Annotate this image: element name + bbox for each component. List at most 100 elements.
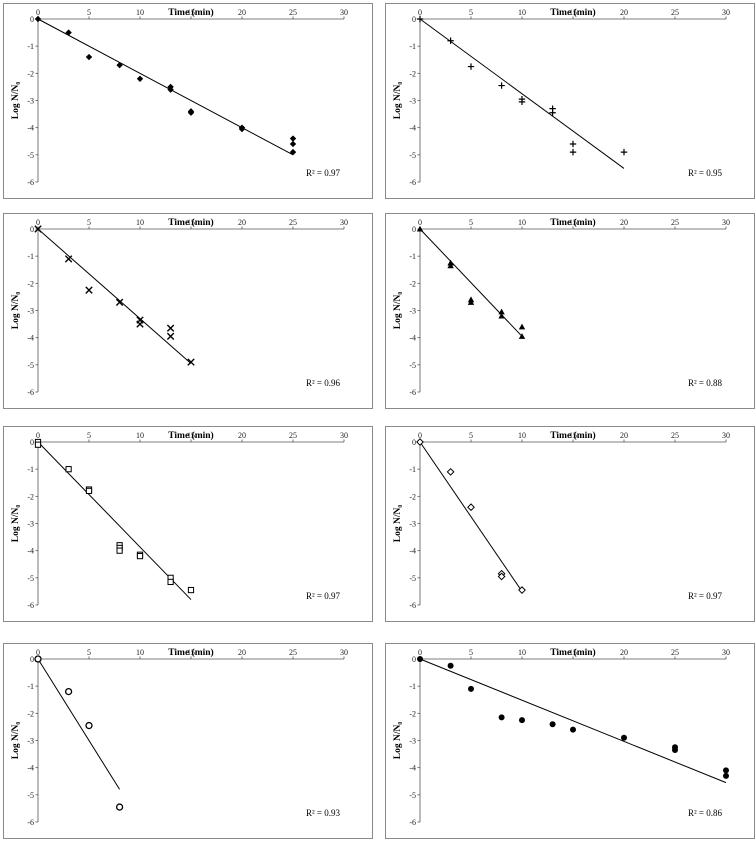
- y-axis-title: Log N/N₀: [393, 292, 403, 330]
- trendline: [37, 18, 294, 156]
- data-point: [34, 441, 42, 448]
- chart-svg: 0 5 10 15 20 25 30 0 -1 -2 -3 -4 -5 -6 Time (min) Log N…: [11, 430, 348, 610]
- y-tick-label: -1: [409, 252, 416, 261]
- y-tick-label: -5: [27, 791, 34, 800]
- x-axis-title: Time (min): [550, 7, 595, 18]
- y-tick-label: -5: [27, 151, 34, 160]
- data-point: [64, 687, 73, 696]
- x-tick-label: 15: [569, 8, 577, 17]
- x-tick-label: 20: [238, 431, 246, 440]
- chart-panel-7: 0 5 10 15 20 25 30 0 -1 -2 -3 -4 -5 -6 Time (min) Log N…: [3, 643, 373, 839]
- y-tick-label: -4: [409, 124, 416, 133]
- y-axis-title: Log N/N₀: [393, 505, 403, 543]
- x-axis-title: Time (min): [550, 647, 595, 658]
- data-point: [34, 655, 42, 663]
- y-axis-title: Log N/N₀: [11, 505, 21, 543]
- data-point: [672, 747, 678, 754]
- y-tick-label: -6: [27, 818, 34, 827]
- y-tick-label: -1: [27, 42, 34, 51]
- x-tick-label: 5: [87, 431, 91, 440]
- x-tick-label: 10: [136, 8, 144, 17]
- y-tick-label: -6: [409, 818, 416, 827]
- y-tick-label: -6: [409, 388, 416, 397]
- chart-panel-4: 0 5 10 15 20 25 30 0 -1 -2 -3 -4 -5 -6 Time (min) Log N…: [385, 213, 755, 409]
- y-tick-label: -3: [409, 737, 416, 746]
- data-point: [289, 140, 297, 148]
- r-squared-label: R² = 0.97: [688, 591, 723, 601]
- x-tick-label: 15: [569, 431, 577, 440]
- y-tick-label: -3: [27, 307, 34, 316]
- y-tick-label: -4: [27, 124, 34, 133]
- y-tick-label: -4: [409, 334, 416, 343]
- y-tick-label: 0: [30, 15, 34, 24]
- x-tick-label: 5: [87, 8, 91, 17]
- data-point: [467, 299, 475, 305]
- data-point: [549, 721, 556, 728]
- data-point: [498, 308, 505, 315]
- data-point: [518, 586, 526, 594]
- x-tick-label: 30: [340, 8, 348, 17]
- chart-panel-2: 0 5 10 15 20 25 30 0 -1 -2 -3 -4 -5 -6 Time (min) Log N…: [385, 3, 755, 199]
- data-point: [166, 324, 175, 332]
- data-point: [116, 61, 123, 69]
- data-point: [416, 225, 424, 232]
- x-tick-label: 20: [620, 218, 628, 227]
- x-tick-label: 5: [469, 431, 473, 440]
- x-tick-label: 30: [340, 431, 348, 440]
- data-point: [85, 487, 93, 494]
- y-tick-label: -2: [27, 69, 34, 78]
- x-tick-label: 30: [340, 648, 348, 657]
- chart-panel-8: 0 5 10 15 20 25 30 0 -1 -2 -3 -4 -5 -6 Time (min) Log N…: [385, 643, 755, 839]
- x-tick-label: 0: [418, 648, 422, 657]
- data-point: [85, 53, 93, 61]
- x-tick-label: 0: [36, 218, 40, 227]
- data-point: [166, 332, 175, 341]
- x-tick-label: 30: [340, 218, 348, 227]
- x-axis-title: Time (min): [168, 217, 213, 228]
- x-tick-label: 20: [238, 8, 246, 17]
- data-point: [518, 98, 526, 106]
- y-tick-label: 0: [30, 438, 34, 447]
- y-axis-title: Log N/N₀: [11, 722, 21, 760]
- y-tick-label: -2: [27, 279, 34, 288]
- trendline: [419, 658, 727, 784]
- data-point: [549, 109, 556, 116]
- x-tick-label: 0: [36, 648, 40, 657]
- y-tick-label: -5: [409, 574, 416, 583]
- chart-svg: 0 5 10 15 20 25 30 0 -1 -2 -3 -4 -5 -6 Time (min) Log N…: [393, 7, 730, 187]
- data-point: [167, 86, 174, 93]
- x-tick-label: 5: [87, 218, 91, 227]
- y-tick-label: -6: [27, 388, 34, 397]
- data-point: [498, 312, 505, 319]
- x-tick-label: 0: [418, 431, 422, 440]
- x-tick-label: 25: [289, 218, 297, 227]
- data-point: [447, 262, 454, 269]
- data-point: [498, 714, 505, 721]
- x-tick-label: 15: [187, 648, 195, 657]
- x-tick-label: 20: [620, 431, 628, 440]
- data-point: [34, 15, 42, 23]
- x-tick-label: 30: [722, 431, 730, 440]
- chart-svg: 0 5 10 15 20 25 30 0 -1 -2 -3 -4 -5 -6 Time (min) Log N…: [393, 430, 730, 610]
- data-point: [498, 82, 505, 89]
- y-tick-label: -5: [409, 361, 416, 370]
- data-point: [416, 438, 424, 446]
- y-tick-label: -2: [409, 492, 416, 501]
- x-tick-label: 0: [36, 8, 40, 17]
- y-tick-label: -1: [409, 682, 416, 691]
- r-squared-label: R² = 0.95: [688, 168, 723, 178]
- y-tick-label: -1: [409, 42, 416, 51]
- x-tick-label: 25: [289, 431, 297, 440]
- x-tick-label: 15: [569, 648, 577, 657]
- y-tick-label: -1: [27, 682, 34, 691]
- r-squared-label: R² = 0.97: [306, 168, 341, 178]
- data-point: [34, 225, 42, 233]
- x-tick-label: 25: [671, 431, 679, 440]
- y-tick-label: 0: [412, 438, 416, 447]
- data-point: [518, 333, 526, 339]
- y-tick-label: -5: [27, 574, 34, 583]
- y-tick-label: -6: [27, 601, 34, 610]
- x-tick-label: 5: [469, 648, 473, 657]
- r-squared-label: R² = 0.97: [306, 591, 341, 601]
- x-tick-label: 5: [469, 8, 473, 17]
